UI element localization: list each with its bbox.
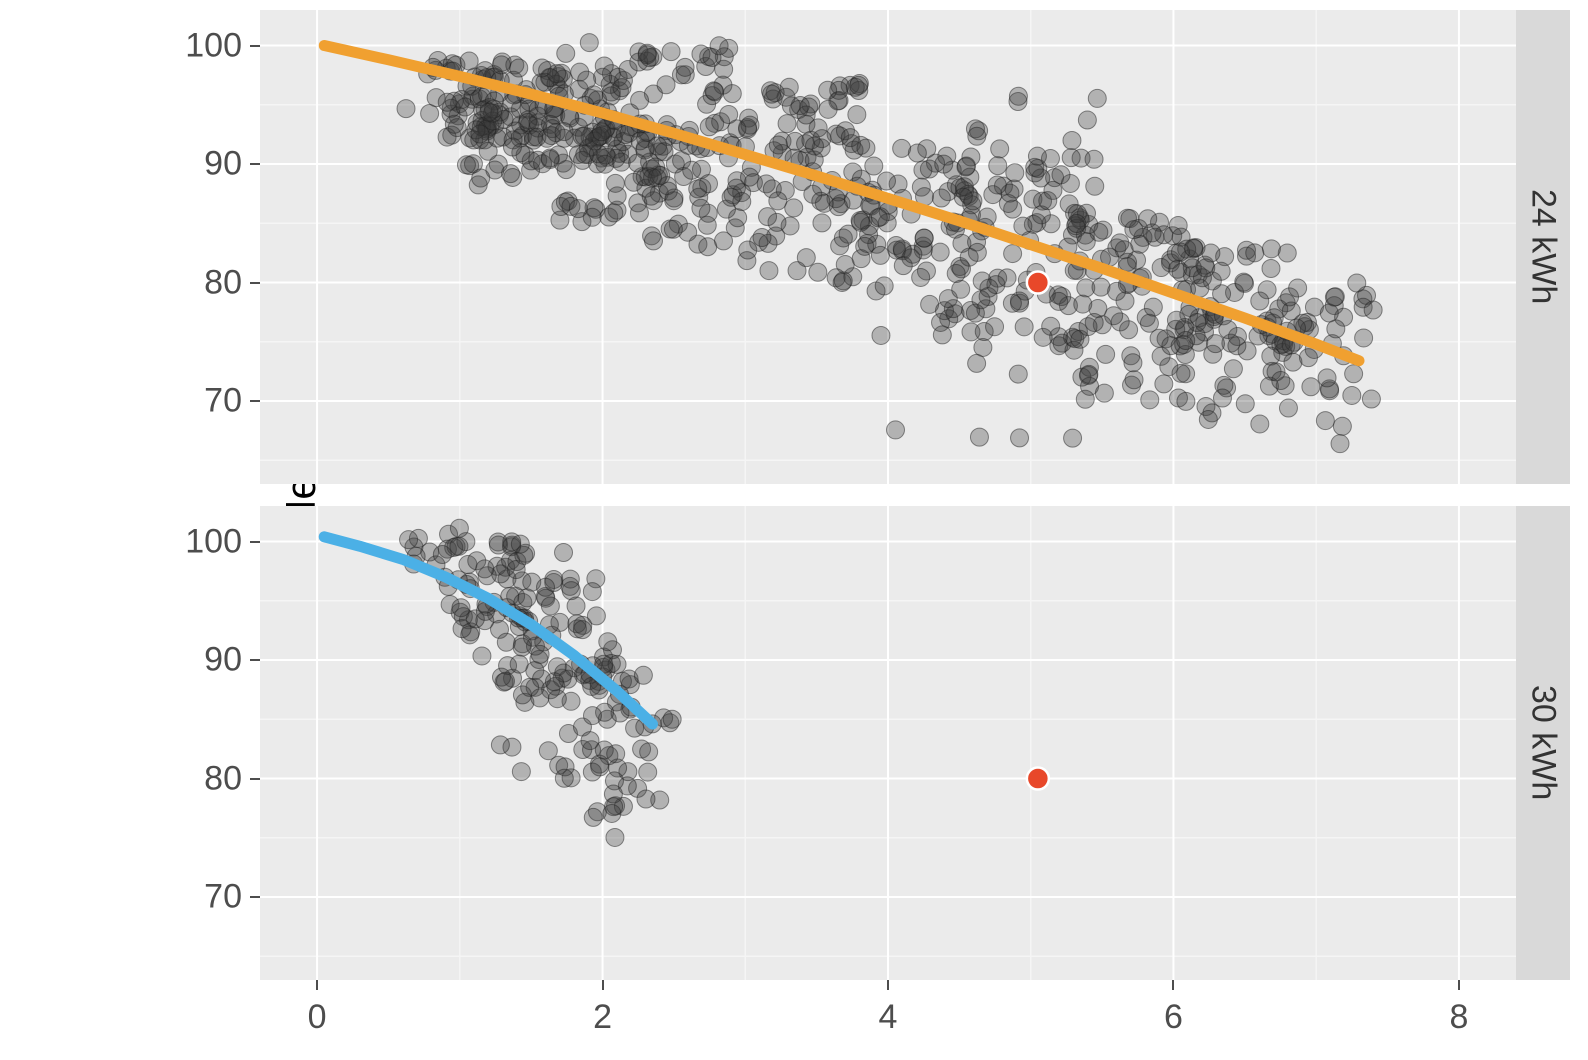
facet-strip-label: 30 kWh: [1524, 685, 1563, 800]
y-tick-mark: [250, 541, 260, 543]
x-tick-label: 6: [1164, 998, 1183, 1037]
y-tick-mark: [250, 778, 260, 780]
y-tick-label: 70: [204, 878, 242, 917]
facet-strip: 24 kWh: [1516, 10, 1570, 484]
x-tick-mark: [1172, 980, 1174, 990]
scatter-points: [400, 519, 682, 846]
x-tick-mark: [887, 980, 889, 990]
x-axis: 0 2 4 6 8: [170, 980, 1570, 1050]
highlight-point: [1027, 768, 1049, 790]
x-tick-label: 4: [879, 998, 898, 1037]
x-tick-mark: [316, 980, 318, 990]
x-tick-label: 8: [1449, 998, 1468, 1037]
y-tick-label: 90: [204, 641, 242, 680]
x-tick-label: 0: [308, 998, 327, 1037]
y-tick-mark: [250, 400, 260, 402]
y-tick-mark: [250, 896, 260, 898]
y-tick-label: 80: [204, 759, 242, 798]
y-axis-ticks: 70 80 90 100: [170, 506, 260, 980]
y-tick-mark: [250, 282, 260, 284]
facet-row: 70 80 90 100 30 kWh: [170, 506, 1570, 980]
y-tick-mark: [250, 45, 260, 47]
y-tick-mark: [250, 659, 260, 661]
y-tick-label: 100: [185, 522, 242, 561]
x-tick-mark: [1458, 980, 1460, 990]
chart-root: Battery State of Health (percent) 708090…: [0, 0, 1588, 1060]
y-tick-label: 70: [204, 382, 242, 421]
facet-strip: 30 kWh: [1516, 506, 1570, 980]
plot-area: [260, 506, 1516, 980]
y-tick-label: 80: [204, 263, 242, 302]
x-tick-mark: [602, 980, 604, 990]
facet-strip-label: 24 kWh: [1524, 189, 1563, 304]
y-tick-label: 90: [204, 145, 242, 184]
y-axis-ticks: 70 80 90 100: [170, 10, 260, 484]
plot-area: [260, 10, 1516, 484]
y-tick-mark: [250, 163, 260, 165]
facet-row: 70 80 90 100 24 kWh: [170, 10, 1570, 484]
y-tick-label: 100: [185, 26, 242, 65]
x-tick-label: 2: [593, 998, 612, 1037]
highlight-point: [1027, 272, 1049, 294]
facet-panels: 70 80 90 100 24 kWh 70 80 90 100 30 kWh 0 2 4 6 8: [170, 10, 1570, 1050]
